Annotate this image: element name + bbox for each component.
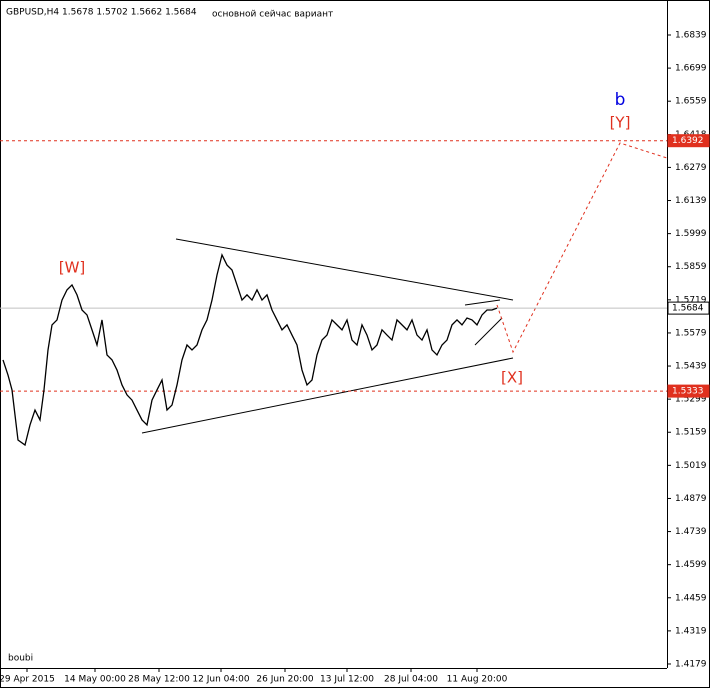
y-tick-label: 1.4179 bbox=[675, 659, 707, 669]
y-tick-label: 1.6559 bbox=[675, 97, 707, 107]
price-line bbox=[2, 253, 498, 447]
y-tick-label: 1.4879 bbox=[675, 494, 707, 504]
chart-title: GBPUSD,H4 1.5678 1.5702 1.5662 1.5684 bbox=[6, 8, 197, 18]
y-tick-label: 1.4319 bbox=[675, 626, 707, 636]
wave-label: [X] bbox=[501, 369, 523, 387]
y-tick-label: 1.5579 bbox=[675, 328, 707, 338]
y-tick-label: 1.4739 bbox=[675, 527, 707, 537]
y-tick-label: 1.5019 bbox=[675, 461, 707, 471]
footer: boubi bbox=[8, 654, 33, 664]
x-tick-label: 12 Jun 04:00 bbox=[192, 675, 249, 685]
x-tick-label: 26 Jun 20:00 bbox=[256, 675, 313, 685]
y-tick-label: 1.5859 bbox=[675, 262, 707, 272]
y-tick-label: 1.5719 bbox=[675, 295, 707, 305]
x-tick-label: 28 Jul 04:00 bbox=[384, 675, 438, 685]
wave-label: b bbox=[615, 90, 626, 110]
subtitle: основной сейчас вариант bbox=[212, 10, 333, 20]
level-tag bbox=[667, 134, 710, 148]
level-tag bbox=[667, 384, 710, 398]
y-tick-label: 1.5439 bbox=[675, 362, 707, 372]
y-tick-label: 1.4459 bbox=[675, 593, 707, 603]
trend-lines bbox=[141, 238, 514, 434]
y-tick-label: 1.4599 bbox=[675, 560, 707, 570]
level-label: 1.5684 bbox=[672, 304, 704, 314]
y-tick-label: 1.6699 bbox=[675, 64, 707, 74]
y-tick-label: 1.5159 bbox=[675, 428, 707, 438]
y-tick-label: 1.6139 bbox=[675, 196, 707, 206]
wave-label: [W] bbox=[59, 259, 86, 277]
y-tick-label: 1.6839 bbox=[675, 30, 707, 40]
x-tick-label: 13 Jul 12:00 bbox=[320, 675, 374, 685]
y-tick-label: 1.5999 bbox=[675, 229, 707, 239]
level-label: 1.5333 bbox=[672, 387, 704, 397]
level-tag bbox=[667, 301, 710, 315]
y-tick-label: 1.6279 bbox=[675, 163, 707, 173]
wave-label: [Y] bbox=[610, 114, 631, 132]
x-tick-label: 11 Aug 20:00 bbox=[447, 675, 508, 685]
x-tick-label: 28 May 12:00 bbox=[128, 675, 190, 685]
x-tick-label: 14 May 00:00 bbox=[64, 675, 126, 685]
x-tick-label: 29 Apr 2015 bbox=[0, 675, 55, 685]
forecast-path bbox=[496, 142, 668, 354]
y-tick-label: 1.5299 bbox=[675, 395, 707, 405]
level-label: 1.6392 bbox=[672, 136, 704, 146]
